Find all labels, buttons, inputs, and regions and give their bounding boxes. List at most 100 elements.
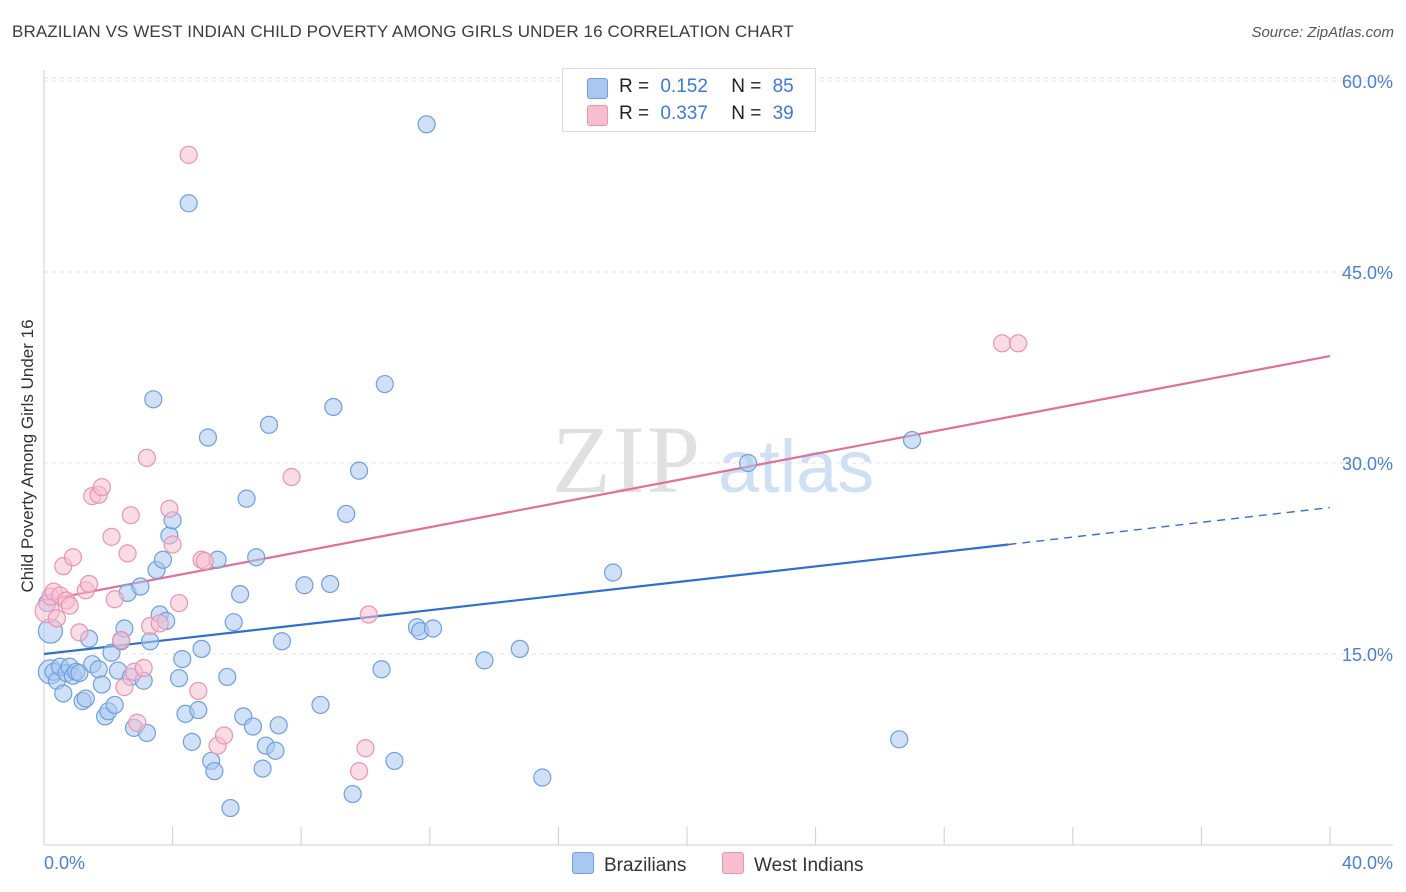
brazilian-point-65 <box>321 574 340 594</box>
bottom-legend-swatch-pink <box>722 852 744 874</box>
brazilian-point-20 <box>105 695 124 715</box>
source-label: Source: ZipAtlas.com <box>1251 24 1394 41</box>
brazilian-point-50 <box>221 798 240 818</box>
west-indian-point-20 <box>121 506 140 525</box>
brazilian-point-78 <box>510 639 529 659</box>
west-indian-point-40 <box>992 334 1012 353</box>
brazilian-trend-line <box>43 543 1009 656</box>
brazilian-point-68 <box>343 784 362 804</box>
brazilian-point-62 <box>272 632 292 651</box>
y-tick-label-60: 60.0% <box>1342 72 1393 92</box>
west-indian-point-18 <box>115 678 134 697</box>
brazilian-point-42 <box>182 732 201 751</box>
west-indian-point-24 <box>137 448 156 468</box>
y-tick-label-15: 15.0% <box>1342 645 1393 665</box>
brazilian-point-15 <box>89 660 108 679</box>
west-indian-point-31 <box>189 681 208 701</box>
west-indian-point-23 <box>134 658 153 678</box>
stats-legend: R = 0.152 N = 85 R = 0.337 N = 39 <box>562 68 816 132</box>
brazilian-point-76 <box>423 619 443 638</box>
brazilian-point-41 <box>179 194 198 213</box>
brazilian-point-77 <box>475 651 494 670</box>
brazilian-point-60 <box>266 741 285 760</box>
brazilian-point-27 <box>131 577 150 596</box>
y-axis-label: Child Poverty Among Girls Under 16 <box>18 319 37 592</box>
west-indian-point-19 <box>118 544 137 563</box>
brazilian-point-79 <box>533 768 552 787</box>
west-indian-point-27 <box>160 499 179 518</box>
west-indian-trend-line <box>43 354 1331 602</box>
brazilian-point-52 <box>231 585 250 604</box>
west-indian-point-33 <box>195 551 214 571</box>
data-points <box>34 115 1028 818</box>
watermark-zip: ZIP <box>552 406 702 513</box>
brazilian-point-49 <box>218 667 237 687</box>
west-indian-point-41 <box>1009 334 1028 353</box>
brazilian-point-72 <box>385 751 404 771</box>
bottom-legend-swatch-blue <box>572 852 594 874</box>
west-indian-point-36 <box>282 467 301 487</box>
brazilian-point-34 <box>153 550 173 569</box>
brazilian-point-66 <box>324 397 343 417</box>
brazilian-point-51 <box>224 613 243 632</box>
west-indian-point-9 <box>70 623 89 642</box>
brazilian-point-30 <box>140 632 160 651</box>
bottom-legend-brazilians: Brazilians <box>572 852 686 877</box>
west-indian-point-11 <box>79 574 99 594</box>
west-indian-point-29 <box>169 593 189 613</box>
west-indian-point-38 <box>356 739 375 758</box>
brazilian-point-47 <box>205 762 224 781</box>
brazilian-point-81 <box>738 453 758 473</box>
brazilian-point-54 <box>237 489 256 508</box>
brazilian-point-10 <box>70 663 89 683</box>
grid-lines <box>44 77 1393 655</box>
brazilian-point-56 <box>247 548 266 567</box>
west-indian-point-8 <box>63 548 83 567</box>
west-indian-point-17 <box>112 630 131 650</box>
legend-swatch-pink <box>587 105 608 126</box>
brazilian-point-80 <box>603 563 623 582</box>
brazilian-point-16 <box>92 675 111 694</box>
y-tick-label-30: 30.0% <box>1342 454 1393 474</box>
x-tick-label-max: 40.0% <box>1342 853 1393 873</box>
west-indian-point-28 <box>163 535 182 554</box>
west-indian-point-37 <box>359 605 378 624</box>
brazilian-point-70 <box>372 660 391 679</box>
west-indian-point-30 <box>179 145 198 164</box>
brazilian-point-5 <box>54 684 73 703</box>
brazilian-point-59 <box>259 415 279 434</box>
axes: 15.0% 30.0% 45.0% 60.0% <box>43 70 1393 846</box>
west-indian-point-14 <box>92 478 111 497</box>
brazilian-point-44 <box>192 639 211 659</box>
brazilian-point-67 <box>337 504 356 524</box>
brazilian-point-75 <box>417 115 436 134</box>
x-tick-label-min: 0.0% <box>44 853 85 873</box>
y-tick-label-45: 45.0% <box>1342 263 1393 283</box>
brazilian-point-83 <box>902 430 922 450</box>
legend-swatch-blue <box>587 78 608 99</box>
brazilian-point-55 <box>243 717 263 736</box>
brazilian-point-45 <box>198 428 218 447</box>
west-indian-point-3 <box>47 609 66 628</box>
brazilian-point-39 <box>173 649 192 669</box>
chart-title: BRAZILIAN VS WEST INDIAN CHILD POVERTY A… <box>12 22 794 41</box>
legend-text-brazilians: R = 0.152 N = 85 <box>619 76 794 97</box>
brazilian-point-43 <box>189 700 208 720</box>
west-indian-point-26 <box>150 614 169 633</box>
watermark: ZIP atlas <box>552 406 874 513</box>
brazilian-point-31 <box>144 390 163 409</box>
brazilian-point-63 <box>295 576 314 595</box>
west-indian-point-15 <box>102 527 121 546</box>
brazilian-point-69 <box>349 461 369 480</box>
brazilian-trend-extension <box>1008 506 1331 546</box>
brazilian-point-71 <box>375 374 394 394</box>
west-indian-point-22 <box>128 713 147 732</box>
brazilian-point-12 <box>76 689 95 708</box>
west-indian-point-7 <box>60 596 79 615</box>
brazilian-point-82 <box>890 730 909 749</box>
bottom-legend-west-indians: West Indians <box>722 852 863 877</box>
brazilian-point-64 <box>311 695 330 715</box>
west-indian-point-16 <box>105 590 124 609</box>
brazilian-point-61 <box>269 716 288 735</box>
